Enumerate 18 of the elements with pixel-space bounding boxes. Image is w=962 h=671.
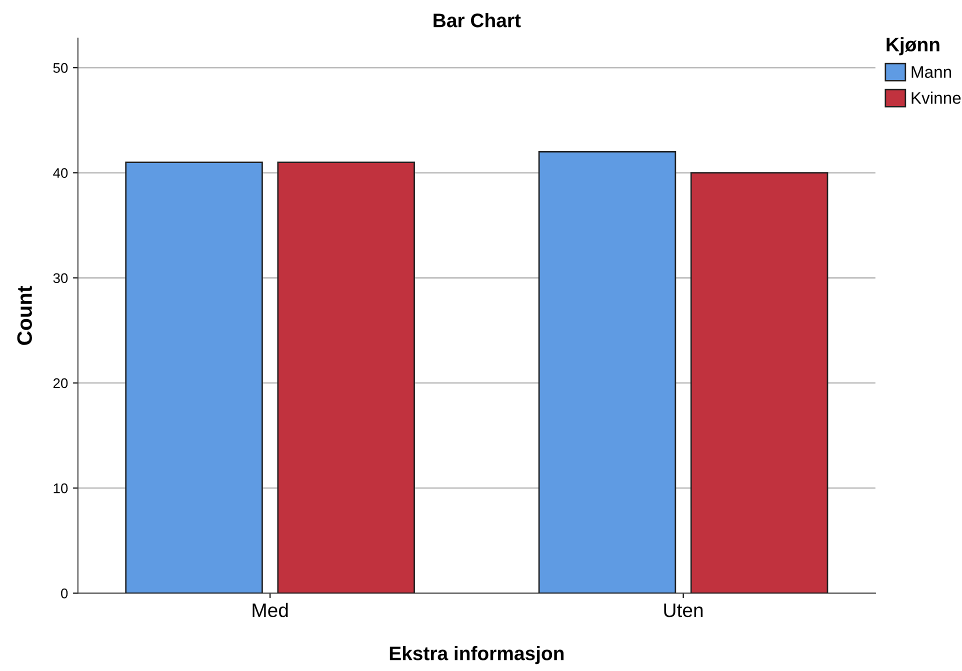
- y-axis-title: Count: [17, 286, 32, 345]
- bar: [277, 162, 415, 594]
- chart-title: Bar Chart: [434, 13, 521, 28]
- y-tick-label: 30: [53, 273, 68, 284]
- x-tick-label: Med: [252, 602, 288, 618]
- bar: [690, 172, 828, 594]
- y-tick-label: 10: [54, 483, 68, 494]
- x-axis-title: Ekstra informasjon: [390, 646, 564, 664]
- bar: [125, 162, 263, 594]
- x-tick-label: Uten: [664, 604, 703, 618]
- y-tick-label: 20: [53, 378, 68, 388]
- y-tick-label: 50: [53, 63, 68, 73]
- legend-label: Mann: [912, 66, 952, 78]
- y-tick-label: 40: [53, 168, 68, 178]
- bar: [538, 151, 676, 594]
- legend-label: Kvinne: [912, 92, 961, 104]
- legend-title: Kjønn: [886, 37, 940, 56]
- y-tick-label: 0: [61, 588, 68, 598]
